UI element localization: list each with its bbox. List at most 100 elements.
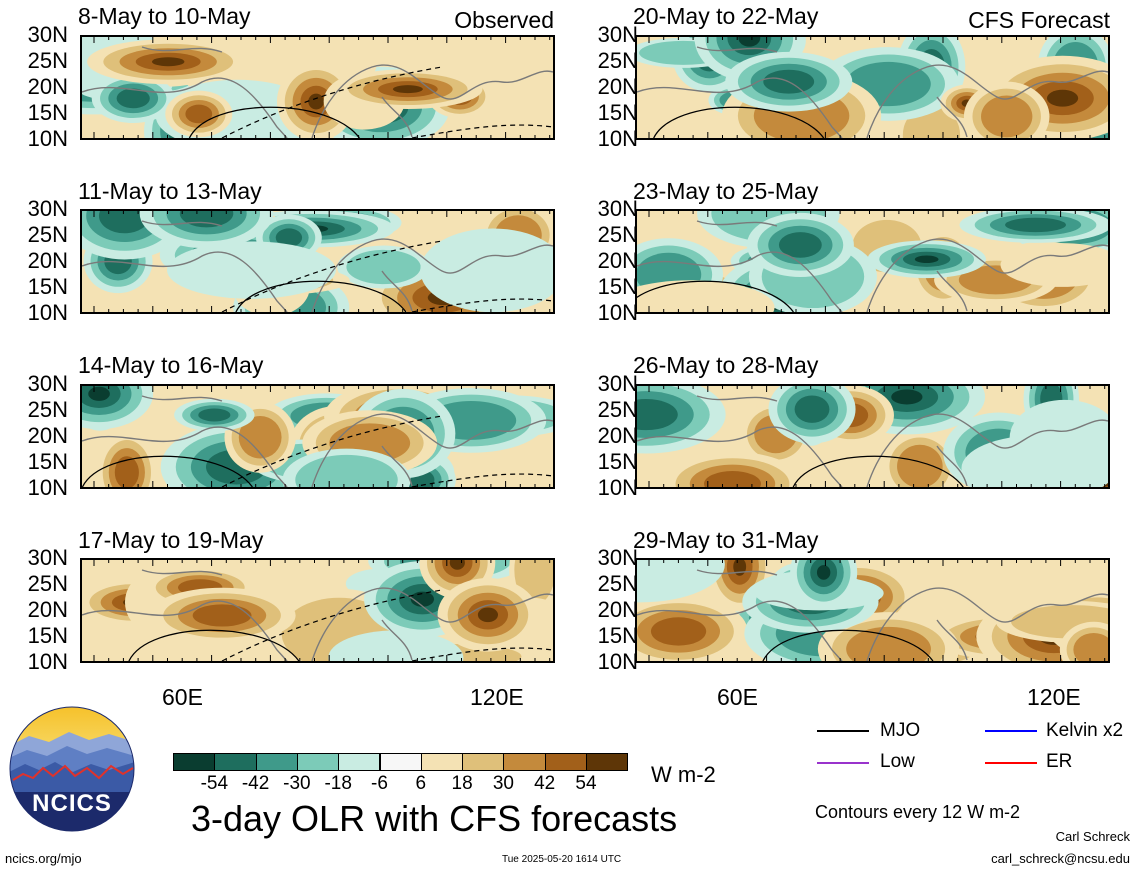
panel-title: 8-May to 10-May [78, 3, 251, 29]
coastline [82, 46, 553, 138]
lat-label: 25N [597, 48, 638, 73]
colorbar-swatch [296, 753, 340, 771]
lat-label: 30N [27, 545, 68, 570]
legend-mjo-line [817, 730, 869, 732]
colorbar-label: 30 [492, 773, 514, 794]
dry-anomaly [1073, 632, 1108, 661]
site-url[interactable]: ncics.org/mjo [5, 851, 82, 866]
olr-map-panel [635, 35, 1110, 140]
dry-anomaly [1000, 243, 1108, 287]
lat-label: 20N [27, 248, 68, 273]
olr-field [637, 211, 1108, 312]
mjo-negative-contour [221, 66, 553, 138]
contour-note: Contours every 12 W m-2 [815, 802, 1021, 822]
lat-label: 10N [27, 475, 68, 500]
colorbar-swatch [379, 753, 422, 771]
olr-field [82, 37, 553, 138]
colorbar-swatch [462, 753, 505, 771]
wet-anomaly [891, 389, 923, 405]
lat-label: 30N [597, 371, 638, 396]
olr-field [637, 386, 1108, 487]
colorbar-label: -42 [241, 773, 270, 794]
mjo-contour [762, 629, 934, 661]
lon-label-60e-left: 60E [162, 684, 203, 710]
colorbar-label: 18 [451, 773, 473, 794]
mjo-contour [82, 455, 253, 487]
dry-anomaly [185, 104, 213, 124]
coastline [82, 569, 553, 661]
lat-label: 20N [27, 597, 68, 622]
dry-anomaly [238, 415, 282, 459]
legend-er-line [985, 762, 1037, 764]
lat-label: 25N [27, 48, 68, 73]
colorbar-swatch [255, 753, 298, 771]
lat-label: 15N [597, 274, 638, 299]
colorbar-swatch [214, 753, 257, 771]
olr-map-panel [635, 558, 1110, 663]
coastline [637, 569, 1108, 661]
wet-anomaly [275, 228, 303, 247]
lat-label: 25N [597, 571, 638, 596]
lat-label: 20N [597, 248, 638, 273]
lat-label: 10N [597, 126, 638, 151]
mjo-contour [188, 106, 360, 138]
lat-label: 20N [27, 423, 68, 448]
mjo-negative-contour [221, 240, 553, 312]
colorbar-label: -54 [200, 773, 229, 794]
wet-anomaly [637, 398, 678, 431]
forecast-header: CFS Forecast [968, 7, 1110, 33]
lat-label: 15N [597, 623, 638, 648]
coastline [82, 395, 553, 487]
lat-label: 20N [597, 423, 638, 448]
lat-label: 15N [27, 274, 68, 299]
dry-anomaly [637, 280, 775, 312]
mjo-contour [653, 106, 825, 138]
wet-anomaly [328, 630, 464, 661]
colorbar-swatch [544, 753, 587, 771]
colorbar-swatch [503, 753, 546, 771]
lat-label: 20N [597, 597, 638, 622]
lat-label: 30N [27, 22, 68, 47]
coastline [637, 395, 1108, 487]
wet-anomaly [794, 395, 830, 423]
lon-label-120e-left: 120E [470, 684, 524, 710]
main-title: 3-day OLR with CFS forecasts [191, 798, 678, 839]
colorbar-label: 42 [534, 773, 556, 794]
wet-anomaly [116, 88, 150, 109]
author-name: Carl Schreck [1055, 829, 1130, 844]
lat-label: 30N [597, 22, 638, 47]
olr-field [82, 386, 553, 487]
colorbar-label: 54 [575, 773, 597, 794]
observed-header: Observed [454, 7, 554, 33]
lat-label: 10N [597, 300, 638, 325]
wet-anomaly [295, 454, 398, 487]
lat-label: 15N [597, 100, 638, 125]
legend-er-label: ER [1046, 751, 1073, 772]
panel-title: 11-May to 13-May [78, 178, 262, 204]
dry-anomaly [114, 456, 139, 487]
lat-label: 25N [597, 397, 638, 422]
wet-anomaly [198, 408, 231, 422]
lat-label: 10N [597, 649, 638, 674]
wet-anomaly [167, 241, 336, 299]
colorbar-units: W m-2 [651, 762, 716, 787]
olr-map-panel [635, 209, 1110, 314]
mjo-contour [792, 455, 964, 487]
wet-anomaly [420, 228, 553, 312]
mjo-contour [128, 629, 300, 661]
dry-anomaly [1046, 89, 1079, 107]
lat-label: 20N [597, 74, 638, 99]
colorbar-label: -30 [283, 773, 311, 794]
legend-kelvin-line [985, 730, 1037, 732]
lat-label: 30N [597, 196, 638, 221]
lat-label: 10N [27, 126, 68, 151]
dry-anomaly [477, 607, 499, 623]
ncics-logo: NCICS [9, 706, 135, 832]
colorbar-label: 6 [415, 773, 427, 794]
wet-anomaly [98, 211, 150, 234]
coastline [637, 46, 1108, 138]
coastline [82, 220, 553, 312]
author-email[interactable]: carl_schreck@ncsu.edu [991, 851, 1130, 866]
olr-map-panel [80, 209, 555, 314]
wet-anomaly [410, 591, 435, 607]
